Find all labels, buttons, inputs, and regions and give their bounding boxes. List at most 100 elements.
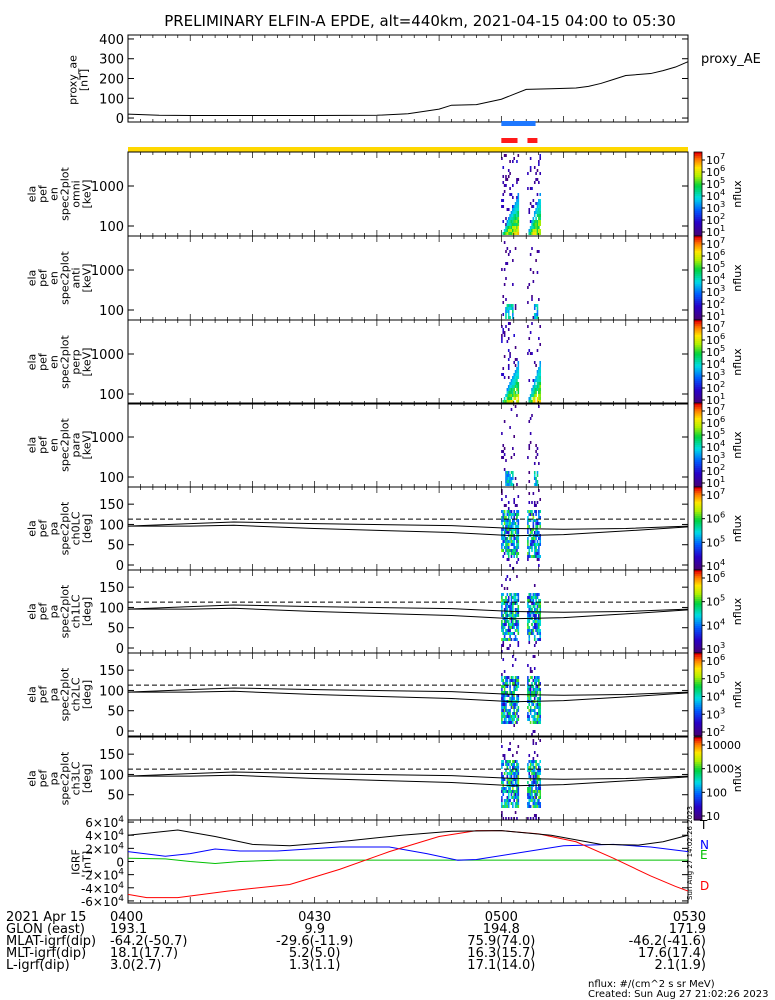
spectrogram-cell [517,373,520,376]
spectrogram-cell [513,211,516,214]
spectrogram-cell [538,382,540,385]
colorbar-tick-label: 107 [706,151,725,167]
spectrogram-cell [536,379,539,382]
spectrogram-cell [527,187,529,190]
spectrogram-cell [513,679,516,682]
minor-ticks [127,35,689,122]
colorbar-step [694,536,702,540]
spectrogram-cell [503,772,506,775]
spectrogram-cell [512,715,514,718]
spectrogram-cell [516,796,518,799]
spectrogram-cell [501,721,503,724]
spectrogram-cell [507,307,510,310]
proxy-ae-legend: proxy_AE [701,52,761,67]
spectrogram-cell [514,528,517,531]
spectrogram-cell [503,694,506,697]
spectrogram-cell [503,397,506,400]
colorbar-step [694,743,702,746]
spectrogram-cell [514,220,517,223]
spectrogram-cell [516,543,518,546]
panel-frame [127,151,689,237]
spectrogram-cell [517,199,520,202]
time-value: 18.1(17.7) [110,946,178,961]
spectrogram-cell [506,802,509,805]
colorbar-step [694,269,702,273]
spectrogram-cell [514,370,517,373]
spectrogram-cell [536,715,539,718]
spectrogram-cell [507,599,510,602]
spectrogram-cell [533,709,536,712]
spectrogram-cell [529,721,532,724]
spectrogram-cell [514,223,517,226]
spectrogram-cell [529,676,532,679]
spectrogram-cell [513,772,516,775]
spectrogram-cell [531,799,533,802]
spectrogram-cell [507,471,510,474]
colorbar-step [694,594,702,598]
spectrogram-cell [513,599,516,602]
spectrogram-cell [528,420,531,423]
time-value: 9.9 [304,922,325,937]
spectrogram-cell [513,718,516,721]
spectrogram-cell [536,679,539,682]
spectrogram-cell [502,679,505,682]
colorbar-step [694,231,702,235]
pitch-angle-spectrogram-panels: 050100150elapefpaspec2plotch0LC[deg]1071… [26,486,745,823]
spectrogram-cell [527,718,529,721]
spectrogram-cell [533,715,536,718]
spectrogram-cell [505,537,507,540]
spectrogram-cell [502,367,505,370]
spectrogram-cell [516,232,518,235]
spectrogram-cell [505,805,507,808]
spectrogram-cell [531,685,533,688]
colorbar-tick-label: 105 [706,593,725,609]
spectrogram-cell [532,605,535,608]
loss-cone-line [127,521,689,530]
spectrogram-cell [536,169,539,172]
colorbar-step [694,516,702,519]
spectrogram-cell [529,169,532,172]
spectrogram-cell [517,676,520,679]
colorbar-step [694,484,702,488]
spectrogram-cell [529,769,532,772]
spectrogram-cell [539,805,542,808]
spectrogram-cell [509,232,511,235]
ylabel-line: [deg] [81,514,94,543]
spectrogram-cell [517,537,520,540]
spectrogram-cell [539,199,542,202]
spectrogram-cell [513,510,516,513]
spectrogram-cell [535,480,537,483]
spectrogram-cell [510,620,513,623]
spectrogram-cell [532,721,535,724]
spectrogram-cell [514,525,517,528]
colorbar-step [694,263,702,266]
ylabel-line: spec2plot [59,167,72,221]
spectrogram-cell [529,546,532,549]
spectrogram-cell [535,456,537,459]
spectrogram-cell [510,555,513,558]
spectrogram-cell [531,205,533,208]
colorbar-step [694,811,702,815]
spectrogram-cell [506,391,509,394]
spectrogram-cell [517,718,520,721]
spectrogram-cell [536,775,539,778]
spectrogram-cell [503,778,506,781]
spectrogram-cell [539,385,542,388]
spectrogram-cell [531,540,533,543]
colorbar-step [694,605,702,608]
spectrogram-cell [514,552,517,555]
spectrogram-cell [538,211,540,214]
spectrogram-cell [502,703,505,706]
spectrogram-cell [514,373,517,376]
spectrogram-cell [516,552,518,555]
spectrogram-cell [533,781,536,784]
spectrogram-cell [510,706,513,709]
time-value: 75.9(74.0) [467,934,535,949]
spectrogram-cell [510,796,513,799]
y-tick-label: 2×104 [85,841,124,856]
spectrogram-cell [507,531,510,534]
spectrogram-cell [535,519,537,522]
spectrogram-cell [529,805,532,808]
colorbar-step [694,447,702,450]
colorbar-step [694,671,702,675]
